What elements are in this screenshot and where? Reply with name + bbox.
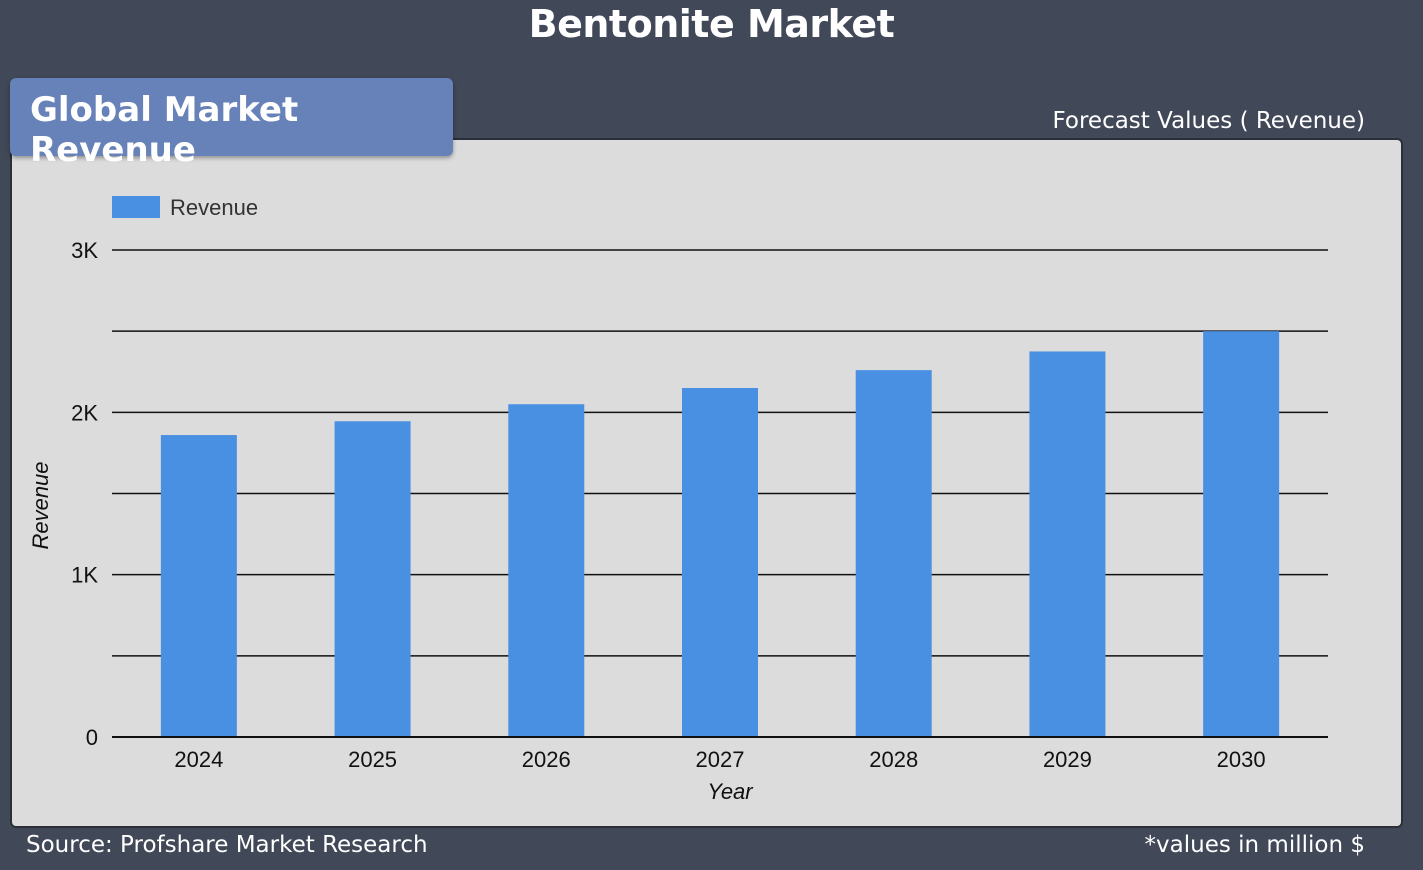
x-tick-label: 2027	[696, 747, 745, 772]
source-note: Source: Profshare Market Research	[26, 832, 428, 858]
chart-panel: 0 1K 2K 3K 2024 2025 2026 2027 2028 2029 2030 Year R…	[10, 138, 1403, 828]
forecast-label: Forecast Values ( Revenue)	[1052, 108, 1365, 134]
y-axis-title: Revenue	[28, 461, 53, 549]
x-tick-label: 2025	[348, 747, 397, 772]
units-note: *values in million $	[1144, 832, 1365, 858]
page-title: Bentonite Market	[528, 2, 895, 46]
x-tick-label: 2026	[522, 747, 571, 772]
bar-2029	[1029, 351, 1106, 737]
y-tick-label: 1K	[71, 563, 98, 588]
y-tick-label: 3K	[71, 238, 98, 263]
legend-label: Revenue	[170, 195, 258, 220]
x-tick-label: 2030	[1217, 747, 1266, 772]
section-badge: Global Market Revenue	[10, 78, 453, 170]
bar-chart: 0 1K 2K 3K 2024 2025 2026 2027 2028 2029 2030 Year R…	[28, 195, 1328, 804]
bar-2027	[682, 387, 758, 737]
bar-2026	[508, 404, 585, 737]
badge-title: Global Market Revenue	[30, 90, 299, 170]
bar-2025	[334, 421, 411, 737]
y-tick-label: 0	[86, 725, 98, 750]
x-tick-label: 2028	[869, 747, 918, 772]
x-axis-title: Year	[707, 779, 754, 804]
bar-2030	[1203, 331, 1280, 737]
y-tick-label: 2K	[71, 400, 98, 425]
x-tick-label: 2024	[174, 747, 223, 772]
bar-2024	[160, 435, 237, 737]
legend-swatch	[112, 196, 160, 218]
x-tick-label: 2029	[1043, 747, 1092, 772]
bar-2028	[855, 370, 932, 737]
